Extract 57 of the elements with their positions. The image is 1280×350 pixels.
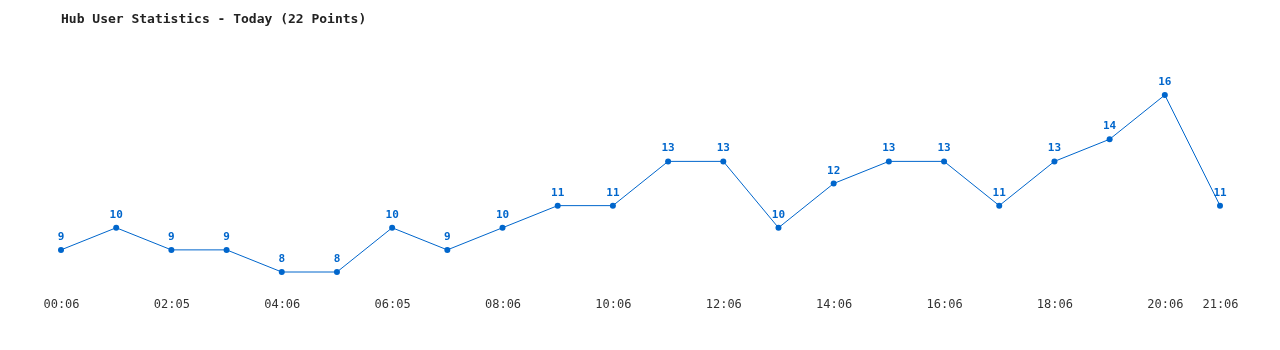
- chart-title: Hub User Statistics - Today (22 Points): [61, 11, 367, 26]
- point: [278, 269, 285, 275]
- data-label: 9: [223, 229, 230, 243]
- point: [996, 202, 1003, 209]
- point: [1217, 202, 1223, 209]
- x-tick-label: 20:06: [1147, 296, 1184, 311]
- point: [113, 224, 120, 231]
- x-tick-label: 10:06: [595, 296, 632, 311]
- data-label: 11: [1213, 185, 1227, 199]
- data-label: 13: [882, 141, 896, 155]
- data-label: 10: [771, 207, 786, 221]
- data-label: 9: [57, 229, 65, 243]
- point: [223, 246, 230, 253]
- point: [499, 224, 506, 231]
- data-label: 10: [495, 207, 510, 221]
- x-tick-label: 06:05: [374, 296, 411, 311]
- data-label: 8: [333, 252, 341, 265]
- data-label: 13: [716, 141, 730, 155]
- x-tick-label: 00:06: [43, 296, 80, 311]
- point: [554, 202, 561, 209]
- data-label: 9: [444, 229, 451, 243]
- data-label: 16: [1158, 75, 1172, 88]
- point: [333, 269, 340, 275]
- data-label: 9: [168, 229, 175, 243]
- x-tick-label: 12:06: [705, 296, 742, 311]
- data-label: 11: [551, 185, 565, 199]
- point: [389, 224, 396, 231]
- x-tick-label: 04:06: [264, 296, 301, 311]
- data-label: 14: [1102, 119, 1117, 133]
- point: [720, 158, 727, 165]
- point: [1051, 158, 1058, 165]
- point: [665, 158, 672, 165]
- data-label: 11: [992, 185, 1007, 199]
- point: [775, 224, 782, 231]
- x-tick-label: 02:05: [153, 296, 190, 311]
- x-tick-label: 14:06: [816, 296, 853, 311]
- data-label: 13: [1047, 141, 1062, 155]
- point: [830, 180, 837, 187]
- data-label: 10: [109, 207, 123, 221]
- x-tick-label: 21:06: [1202, 296, 1239, 311]
- point: [1106, 136, 1113, 143]
- point: [885, 158, 892, 165]
- x-tick-label: 18:06: [1036, 296, 1073, 311]
- data-label: 8: [278, 252, 286, 265]
- point: [941, 158, 948, 165]
- point: [609, 202, 616, 209]
- point: [1161, 92, 1168, 98]
- data-label: 13: [661, 141, 675, 155]
- data-label: 12: [827, 163, 841, 177]
- x-tick-label: 16:06: [926, 296, 963, 311]
- point: [168, 246, 175, 253]
- data-label: 11: [606, 185, 620, 199]
- point: [444, 246, 451, 253]
- data-label: 10: [385, 207, 399, 221]
- data-label: 13: [937, 141, 951, 155]
- point: [58, 246, 64, 253]
- x-tick-label: 08:06: [484, 296, 522, 311]
